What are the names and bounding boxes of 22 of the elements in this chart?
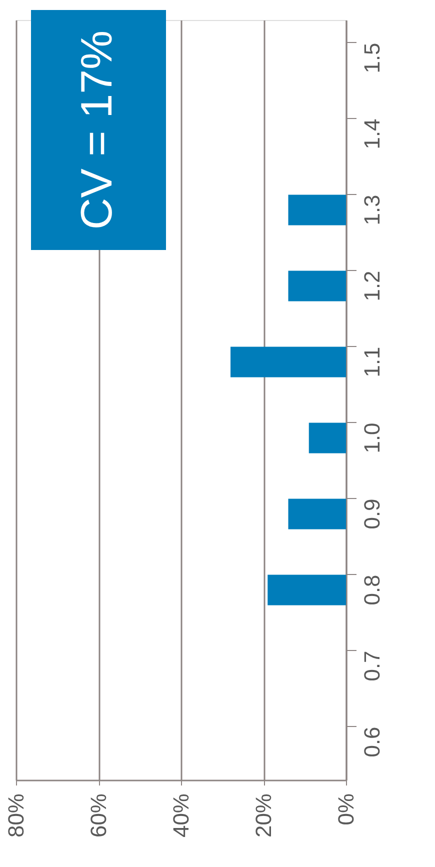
y-tick-label: 0.6 xyxy=(360,726,384,758)
y-tick-label: 1.2 xyxy=(360,270,384,302)
y-tick-label: 0.9 xyxy=(360,498,384,530)
y-tick-label: 1.1 xyxy=(360,346,384,378)
bar xyxy=(288,194,346,226)
bar xyxy=(268,574,346,606)
bar xyxy=(288,498,346,530)
x-tick-label: 80% xyxy=(4,794,28,838)
y-tick-label: 1.0 xyxy=(360,422,384,454)
y-tick-label: 1.4 xyxy=(360,118,384,150)
y-tick-label: 1.3 xyxy=(360,194,384,226)
x-tick-label: 60% xyxy=(86,794,111,838)
y-tick-label: 0.7 xyxy=(360,650,384,682)
x-tick-label: 40% xyxy=(168,794,194,838)
x-tick-label: 0% xyxy=(334,794,358,826)
annotation: CV = 17% xyxy=(72,30,122,230)
bar xyxy=(308,422,346,454)
bar xyxy=(288,270,346,302)
bar xyxy=(230,346,346,378)
y-tick-label: 1.5 xyxy=(360,42,384,74)
y-tick-label: 0.8 xyxy=(360,574,384,606)
x-tick-label: 20% xyxy=(251,794,276,838)
